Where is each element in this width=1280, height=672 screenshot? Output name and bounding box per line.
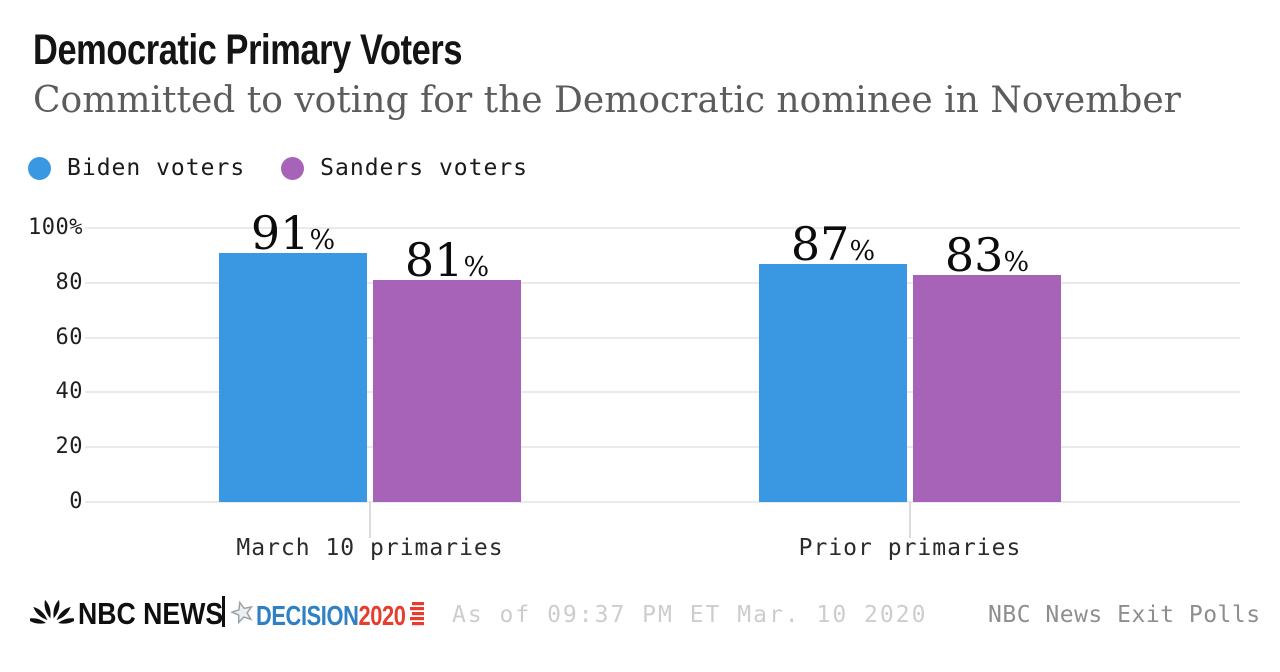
legend-label: Sanders voters xyxy=(320,155,529,181)
gridline-80 xyxy=(85,281,1240,284)
bar-value-number: 81 xyxy=(404,233,464,288)
bar-biden-voters-prior-primaries xyxy=(759,263,907,502)
y-axis-tick-label: 60 xyxy=(55,324,83,350)
x-axis-tick xyxy=(909,502,911,538)
bar-value-suffix: % xyxy=(309,224,336,256)
legend-dot-biden-voters xyxy=(28,156,51,180)
x-axis-tick xyxy=(369,502,371,538)
y-axis-tick-label: 40 xyxy=(55,379,83,405)
decision-flag-stripes-icon xyxy=(410,602,424,626)
bar-value-label: 83% xyxy=(893,232,1081,278)
bar-value-suffix: % xyxy=(849,235,876,267)
bar-value-label: 91% xyxy=(199,210,387,256)
legend-item-sanders-voters: Sanders voters xyxy=(281,155,528,181)
bar-value-number: 83 xyxy=(944,227,1004,282)
legend-label: Biden voters xyxy=(67,155,246,181)
bar-sanders-voters-prior-primaries xyxy=(913,274,1061,502)
logo-divider xyxy=(222,596,225,627)
bar-value-number: 91 xyxy=(250,205,310,260)
legend-dot-sanders-voters xyxy=(281,156,305,180)
decision-year: 2020 xyxy=(358,600,406,631)
bar-value-suffix: % xyxy=(463,252,490,284)
bar-value-suffix: % xyxy=(1003,246,1030,278)
gridline-40 xyxy=(85,391,1240,394)
bar-value-number: 87 xyxy=(790,216,850,271)
nbc-news-logo: NBC NEWS xyxy=(78,596,224,631)
gridline-60 xyxy=(85,336,1240,339)
decision-star-icon xyxy=(230,600,254,625)
bar-sanders-voters-march-10-primaries xyxy=(373,280,521,502)
y-axis-tick-label: 20 xyxy=(55,434,83,460)
gridline-100 xyxy=(85,227,1240,229)
bar-value-label: 81% xyxy=(353,237,541,284)
nbc-peacock-icon xyxy=(30,599,74,624)
gridline-0 xyxy=(85,501,1240,503)
x-axis-category-label: March 10 primaries xyxy=(236,535,504,561)
decision-2020-logo: DECISION2020 xyxy=(256,600,406,632)
legend: Biden voters Sanders voters xyxy=(28,155,528,181)
y-axis-tick-label: 0 xyxy=(69,489,83,514)
source-credit: NBC News Exit Polls xyxy=(988,602,1261,628)
decision-word: DECISION xyxy=(256,600,359,631)
gridline-20 xyxy=(85,446,1240,449)
page-subtitle: Committed to voting for the Democratic n… xyxy=(33,80,1181,121)
y-axis-tick-label: 80 xyxy=(55,269,83,295)
page-title: Democratic Primary Voters xyxy=(33,26,463,74)
timestamp: As of 09:37 PM ET Mar. 10 2020 xyxy=(452,602,928,628)
x-axis-category-label: Prior primaries xyxy=(798,535,1022,561)
legend-item-biden-voters: Biden voters xyxy=(28,155,245,181)
bar-biden-voters-march-10-primaries xyxy=(219,252,367,502)
bar-value-label: 87% xyxy=(739,221,927,267)
y-axis-tick-label: 100% xyxy=(28,215,83,240)
